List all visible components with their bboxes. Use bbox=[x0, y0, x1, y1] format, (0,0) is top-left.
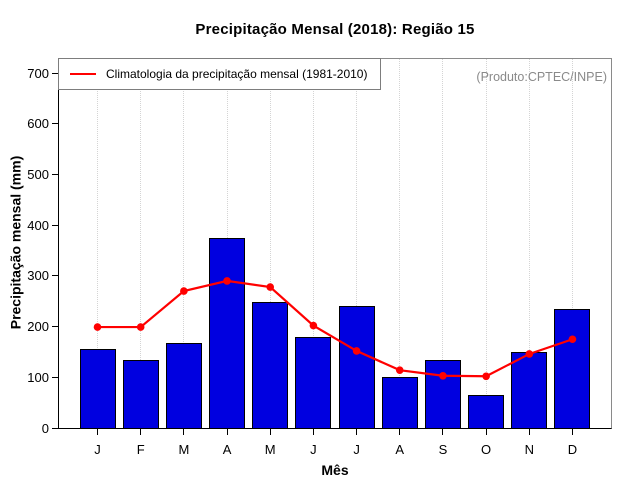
legend-line-sample bbox=[70, 73, 96, 75]
x-tick bbox=[183, 429, 185, 435]
bar-j-7 bbox=[338, 306, 375, 428]
gridline bbox=[312, 59, 314, 428]
x-tick bbox=[312, 429, 314, 435]
climatology-point-n-11 bbox=[525, 350, 534, 358]
y-tick bbox=[52, 326, 59, 328]
x-tick-label-7: J bbox=[353, 442, 360, 457]
climatology-point-a-4 bbox=[223, 277, 231, 285]
y-tick-label: 600 bbox=[27, 116, 49, 132]
gridline bbox=[97, 59, 98, 428]
x-tick-label-6: J bbox=[310, 442, 317, 457]
y-tick-label: 300 bbox=[27, 268, 49, 284]
x-tick bbox=[528, 429, 530, 435]
x-tick bbox=[485, 429, 487, 435]
y-tick-label: 500 bbox=[27, 166, 49, 182]
x-tick-label-10: O bbox=[481, 442, 492, 457]
x-tick-label-4: A bbox=[222, 442, 232, 457]
y-tick bbox=[52, 224, 59, 226]
y-tick bbox=[52, 123, 59, 125]
bar-d-12 bbox=[554, 309, 591, 428]
legend-box: Climatologia da precipitação mensal (198… bbox=[58, 58, 381, 90]
climatology-line bbox=[93, 277, 577, 381]
gridline bbox=[183, 59, 185, 428]
climatology-point-m-5 bbox=[266, 283, 275, 291]
y-tick-label: 100 bbox=[27, 369, 49, 385]
x-tick bbox=[140, 429, 142, 435]
x-tick bbox=[442, 429, 444, 435]
y-tick bbox=[52, 173, 59, 175]
legend-label: Climatologia da precipitação mensal (198… bbox=[106, 67, 368, 81]
bar-m-3 bbox=[165, 343, 202, 428]
y-tick bbox=[52, 72, 59, 74]
bar-j-6 bbox=[295, 337, 332, 428]
climatology-point-f-2 bbox=[136, 323, 145, 331]
y-tick bbox=[52, 427, 59, 429]
y-tick-label: 0 bbox=[41, 420, 49, 436]
x-tick-label-5: M bbox=[264, 442, 276, 457]
source-annotation: (Produto:CPTEC/INPE) bbox=[476, 70, 607, 84]
gridline bbox=[399, 59, 401, 428]
climatology-point-j-1 bbox=[93, 323, 102, 331]
climatology-point-j-7 bbox=[352, 347, 361, 355]
x-tick bbox=[399, 429, 401, 435]
y-tick-label: 700 bbox=[27, 65, 49, 81]
gridline bbox=[571, 59, 573, 428]
bar-a-4 bbox=[209, 238, 246, 428]
bar-f-2 bbox=[122, 360, 159, 428]
y-tick-label: 400 bbox=[27, 217, 49, 233]
bar-m-5 bbox=[252, 302, 289, 428]
x-tick-label-1: J bbox=[94, 442, 101, 457]
bar-j-1 bbox=[79, 349, 116, 428]
gridline bbox=[442, 59, 444, 428]
bar-n-11 bbox=[511, 352, 548, 428]
climatology-point-d-12 bbox=[568, 335, 577, 344]
bar-s-9 bbox=[424, 360, 461, 428]
x-tick bbox=[226, 429, 228, 435]
x-tick bbox=[571, 429, 573, 435]
x-tick-label-8: A bbox=[395, 442, 405, 457]
x-tick-label-3: M bbox=[178, 442, 190, 457]
x-tick bbox=[97, 429, 98, 435]
bar-o-10 bbox=[468, 395, 505, 428]
x-tick-label-12: D bbox=[567, 442, 578, 457]
gridline bbox=[528, 59, 530, 428]
chart-title: Precipitação Mensal (2018): Região 15 bbox=[195, 21, 475, 38]
bar-a-8 bbox=[381, 377, 418, 428]
climatology-point-o-10 bbox=[482, 372, 490, 381]
plot-area: (Produto:CPTEC/INPE) 0 100 200 300 400 500 600… bbox=[27, 58, 612, 457]
y-tick bbox=[52, 376, 59, 378]
gridline bbox=[485, 59, 487, 428]
x-tick-label-9: S bbox=[438, 442, 448, 457]
gridline bbox=[269, 59, 271, 428]
y-tick bbox=[52, 275, 59, 277]
x-tick-label-2: F bbox=[136, 442, 145, 457]
x-tick bbox=[356, 429, 358, 435]
climatology-point-j-6 bbox=[309, 321, 318, 330]
climatology-point-s-9 bbox=[439, 371, 447, 380]
y-tick-label: 200 bbox=[27, 319, 49, 335]
climatology-point-a-8 bbox=[395, 366, 404, 374]
climatology-point-m-3 bbox=[180, 287, 188, 295]
x-tick-label-11: N bbox=[524, 442, 534, 457]
y-axis-title: Precipitação mensal (mm) bbox=[7, 155, 24, 330]
gridline bbox=[140, 59, 142, 428]
x-axis-title: Mês bbox=[321, 462, 349, 478]
x-tick bbox=[269, 429, 271, 435]
gridline bbox=[356, 59, 358, 428]
